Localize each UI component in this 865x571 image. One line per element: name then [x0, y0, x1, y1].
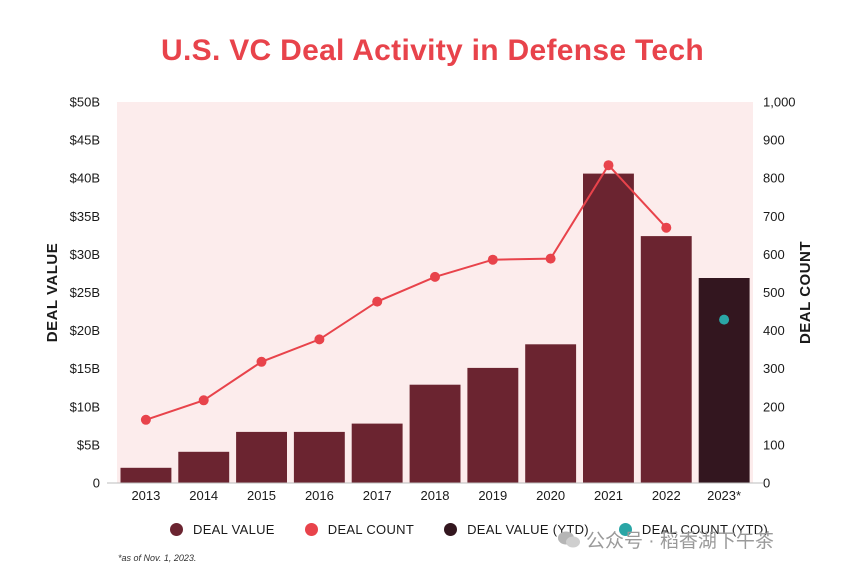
chart-svg: 0 $5B $10B $15B $20B $25B $30B $35B $40B $45B $50B… [44, 95, 814, 504]
y-tick-left: $5B [77, 437, 100, 452]
y-tick-left: $45B [70, 133, 100, 148]
legend-label: DEAL COUNT [327, 522, 415, 537]
x-tick: 2017 [363, 488, 392, 503]
x-tick: 2023* [707, 488, 741, 503]
y-tick-left: $15B [70, 361, 100, 376]
legend-label: DEAL COUNT (YTD) [641, 522, 769, 537]
x-tick: 2018 [421, 488, 450, 503]
legend-dot-icon [618, 523, 632, 536]
deal-count-line [145, 163, 668, 421]
legend-label: DEAL VALUE (YTD) [467, 522, 589, 537]
y-tick-right: 300 [763, 361, 785, 376]
deal-count-point-2015 [256, 356, 267, 367]
chart-title: U.S. VC Deal Activity in Defense Tech [161, 34, 704, 67]
bar-2013 [120, 467, 172, 483]
y-tick-right: 1,000 [763, 95, 796, 110]
footnote: *as of Nov. 1, 2023. [118, 553, 197, 563]
y-tick-left: $40B [70, 171, 100, 186]
x-tick: 2016 [305, 488, 334, 503]
bar-2016 [293, 431, 345, 483]
deal-count-point-2021 [603, 160, 614, 171]
x-tick: 2022 [652, 488, 681, 503]
y-tick-left: $20B [70, 323, 100, 338]
y-tick-left: $35B [70, 209, 100, 224]
legend-dot-icon [444, 523, 458, 536]
deal-count-point-2022 [661, 222, 672, 233]
y-tick-right: 700 [763, 209, 785, 224]
y-axis-title-left: DEAL VALUE [44, 243, 61, 342]
x-tick: 2021 [594, 488, 623, 503]
deal-count-ytd-point [719, 314, 730, 325]
watermark-text: 公众号 · 稻香湖下午茶 [586, 531, 774, 552]
legend-label: DEAL VALUE [193, 522, 275, 537]
y-tick-right: 500 [763, 285, 785, 300]
y-tick-left: $25B [70, 285, 100, 300]
y-tick-left: 0 [93, 476, 100, 491]
bar-2022 [640, 236, 692, 483]
deal-count-point-2014 [198, 395, 209, 406]
y-tick-left: $50B [70, 95, 100, 110]
x-tick: 2020 [536, 488, 565, 503]
bar-2014 [178, 451, 230, 483]
deal-count-point-2020 [545, 253, 556, 264]
deal-count-point-2017 [372, 296, 383, 307]
y-tick-right: 100 [763, 437, 785, 452]
deal-count-point-2019 [487, 254, 498, 265]
legend-item: DEAL VALUE [170, 522, 275, 537]
legend-item: DEAL VALUE (YTD) [444, 522, 589, 537]
bar-2018 [409, 384, 461, 483]
legend: DEAL VALUE DEAL COUNT DEAL VALUE (YTD) DEAL… [170, 522, 798, 537]
bar-2023-ytd [698, 278, 750, 483]
y-tick-right: 400 [763, 323, 785, 338]
y-tick-left: $10B [70, 399, 100, 414]
deal-count-point-2018 [430, 271, 440, 282]
y-axis-title-right: DEAL COUNT [797, 241, 814, 344]
watermark: 公众号 · 稻香湖下午茶 [558, 526, 774, 553]
bar-2017 [351, 423, 403, 483]
y-tick-right: 200 [763, 399, 785, 414]
x-tick: 2015 [247, 488, 276, 503]
wechat-icon [558, 531, 580, 548]
deal-count-point-2013 [140, 414, 151, 425]
x-tick: 2019 [478, 488, 507, 503]
bar-2015 [236, 431, 287, 483]
y-tick-right: 0 [763, 476, 770, 491]
legend-item: DEAL COUNT [304, 522, 415, 537]
bar-2021 [583, 173, 634, 483]
legend-item: DEAL COUNT (YTD) [618, 522, 769, 537]
y-tick-right: 800 [763, 171, 785, 186]
y-tick-right: 900 [763, 133, 785, 148]
legend-dot-icon [170, 523, 183, 536]
deal-count-point-2016 [314, 334, 325, 345]
x-tick: 2013 [131, 488, 160, 503]
bar-2019 [467, 367, 519, 483]
bar-2020 [525, 344, 577, 483]
legend-dot-icon [304, 523, 318, 536]
y-tick-left: $30B [70, 247, 100, 262]
y-tick-right: 600 [763, 247, 785, 262]
x-tick: 2014 [189, 488, 218, 503]
